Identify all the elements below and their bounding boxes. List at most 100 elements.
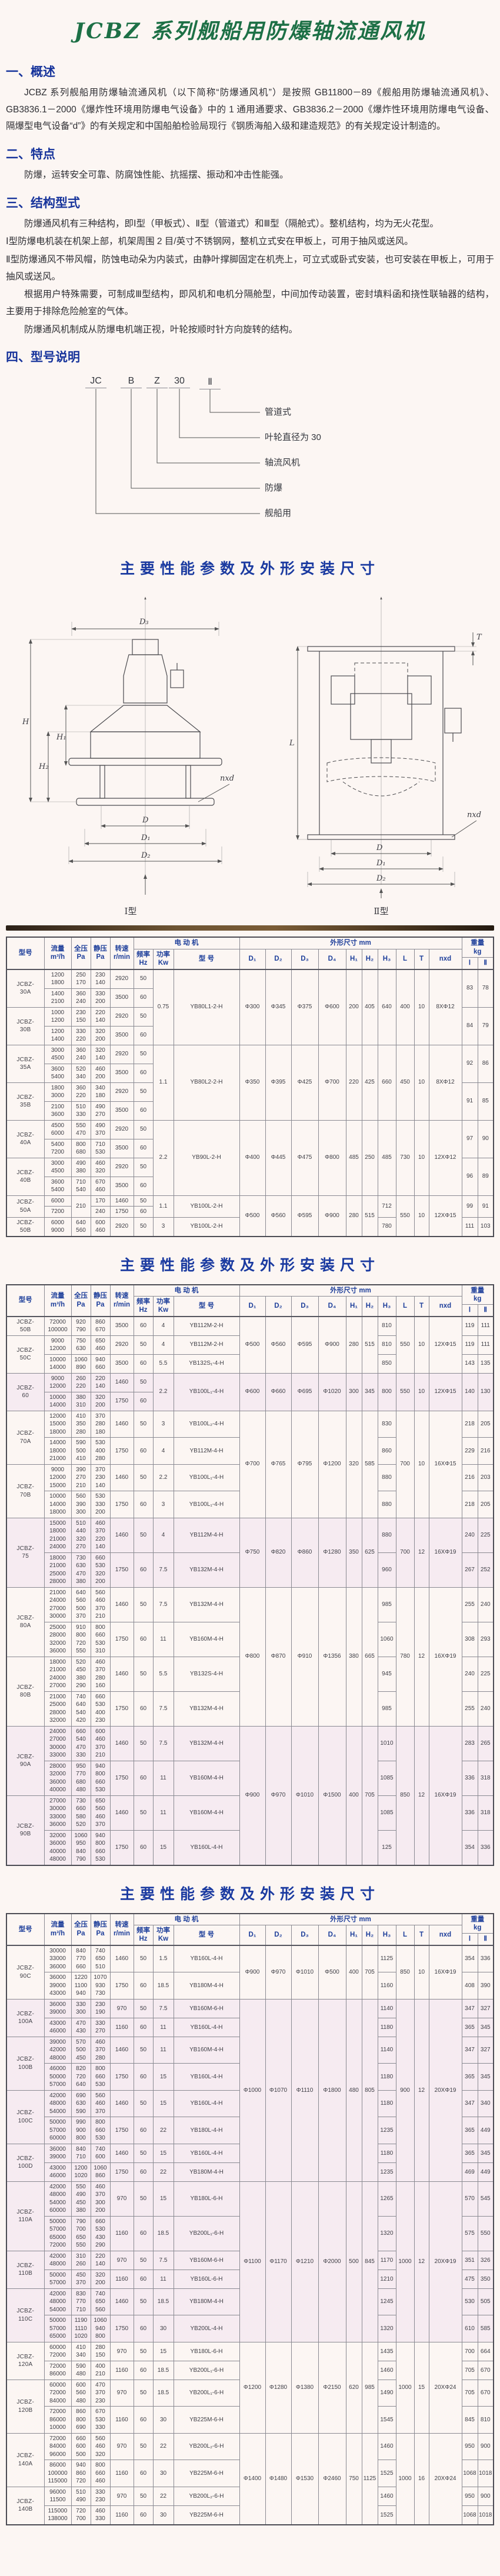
table-row: 10000 14000 18000 560 390 300 530 330 200 1… [6,1491,494,1518]
cell: 1160 [109,2460,134,2487]
cell: 60 [133,1063,154,1083]
cell: 1180 [377,2143,396,2163]
cell: 50 [133,2341,154,2361]
cell: 220 [345,1044,362,1121]
cell: 940 860 720 [71,2460,91,2487]
cell: 1460 [109,1464,134,1492]
header-cell: 型 号 [173,1925,240,1946]
cell: 845 [361,2181,378,2342]
cell: 18000 21000 25000 28000 [44,1552,72,1588]
performance-heading-2: 主要性能参数及外形安装尺寸 [119,1257,380,1274]
cell: 50 [133,2379,154,2407]
cell: 10 [414,1410,429,1518]
header-cell: 外形尺寸 mm [239,1913,462,1926]
cell: 380 [345,1587,362,1727]
cell: YB180L-6-H [173,2341,240,2361]
svg-text:nxd: nxd [220,774,234,783]
table-row: JCBZ- 75 15000 18000 21000 24000 510 440 3… [6,1517,494,1588]
cell: YB160L-4-H [173,2143,240,2163]
cell: 11 [152,1621,174,1657]
cell: 550 [395,1195,415,1237]
cell: 2920 [109,1007,134,1027]
cell: 370 230 140 [90,1464,111,1492]
header-cell: 静压 Pa [90,1284,111,1317]
header-cell: D₂ [265,1295,292,1317]
cell: 60 [133,1760,154,1796]
cell: 970 [109,2432,134,2461]
svg-text:T: T [476,633,482,642]
overview-paragraph: JCBZ 系列舰船用防爆轴流通风机（以下简称“防爆通风机”）是按照 GB1180… [6,88,494,132]
table-row: 115000 138000 720 700 460 330 1160 60 30 YB225… [6,2505,494,2525]
cell: 650 560 460 370 [90,1795,111,1831]
cell: 18.5 [152,2288,174,2316]
outline-drawings: D₃ nxd H [7,588,493,917]
cell: 945 [377,1656,396,1692]
cell: Φ1500 [318,1725,346,1866]
cell: 1800 3000 [44,1082,72,1102]
header-cell: 转速 r/min [109,1913,134,1946]
header-cell: Ⅰ [461,957,478,970]
cell: YB132M-4-H [173,1552,240,1588]
cell: 6000 [44,1195,72,1207]
cell: 240 [461,1656,478,1692]
svg-text:nxd: nxd [467,811,481,819]
cell: 15 [152,2063,174,2091]
type-2-drawing: T nxd [289,596,482,899]
cell: 12XΦ15 [428,1316,462,1374]
cell: 920 790 [71,1316,91,1336]
cell: 4 [152,1316,174,1336]
cell: YB100L-2-H [173,1195,240,1218]
table-row: 50000 57000 450 370 320 200 1160 60 11 YB160L-… [6,2269,494,2289]
cell: 91 [461,1082,478,1121]
cell: 1010 [377,1725,396,1761]
table-row: 72000 86000 10000 860 800 690 670 530 330 1… [6,2406,494,2434]
cell: 585 [477,2315,494,2342]
cell: JCBZ- 110C [6,2288,45,2342]
cell: 810 [377,1316,396,1336]
cell: 336 [461,1795,478,1831]
cell: 42000 48000 54000 60000 [44,2181,72,2217]
cell: 410 340 [71,2341,91,2361]
cell: 7.5 [152,1998,174,2018]
cell: 16 [414,2432,429,2525]
cell: 475 [461,2269,478,2289]
cell: 780 [395,1587,415,1727]
cell: 460 320 [90,1157,111,1177]
cell: 46000 50000 57000 [44,2063,72,2091]
cell: YB180M-4-H [173,2162,240,2182]
header-cell: 电 动 机 [133,1913,240,1926]
cell: 91 [477,1195,494,1218]
cell: 6000 9000 [44,1217,72,1237]
cell: 111 [461,1217,478,1237]
cell: 50000 57000 65000 [44,2315,72,2342]
header-cell: T [414,1925,429,1946]
cell: 1160 [109,2269,134,2289]
cell: 43000 46000 [44,2017,72,2037]
cell: 15 [152,2143,174,2163]
cell: 1750 [109,1552,134,1588]
cell: 900 [477,2486,494,2506]
cell: 50 [133,1157,154,1177]
cell: 10 [414,1316,429,1374]
cell: 7.5 [152,1552,174,1588]
cell: Φ695 [291,1372,319,1411]
table-row: JCBZ- 70A 12000 15000 18000 410 350 280 370… [6,1410,494,1518]
cell: 320 140 [90,1044,111,1064]
header-cell: 型 号 [173,948,240,970]
cell: 2920 [109,1335,134,1355]
cell: 449 [477,2117,494,2144]
cell: 347 [461,2036,478,2064]
cell: 12000 15000 18000 [44,1410,72,1438]
cell: 50 [133,2432,154,2461]
header-cell: D₂ [265,948,292,970]
cell: Φ900 [239,1725,266,1866]
cell: JCBZ- 70B [6,1464,45,1518]
cell: YB132M-4-H [173,1691,240,1727]
cell: 9000 12000 15000 [44,1464,72,1492]
cell: 89 [477,1157,494,1196]
cell: 20XΦ24 [428,2432,462,2525]
cell: JCBZ- 50A [6,1195,45,1218]
type-1-drawing: D₃ nxd H [22,596,234,895]
cell: 60 [133,1691,154,1727]
model-code-token: Z [146,376,168,389]
